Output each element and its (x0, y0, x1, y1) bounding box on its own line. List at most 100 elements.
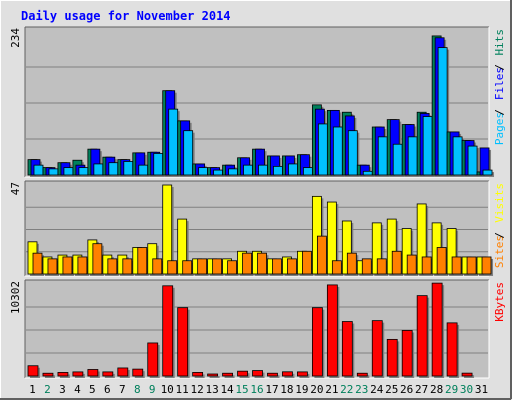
bar-kbytes-day-6 (102, 371, 114, 377)
y-max-label: 47 (9, 182, 22, 195)
bar-kbytes-day-4 (72, 371, 84, 377)
bar-kbytes-day-20 (311, 307, 323, 377)
bar-kbytes-day-14 (222, 372, 233, 377)
bar-sites-day-5 (92, 243, 103, 275)
bar-sites-day-2 (47, 258, 58, 275)
bar-kbytes-day-2-shadow (44, 375, 55, 378)
legend-sites: Sites (493, 235, 506, 268)
bar-sites-day-21 (331, 260, 342, 275)
bar-kbytes-day-2 (42, 372, 54, 377)
bar-kbytes-day-26 (401, 330, 413, 377)
x-tick-label: 25 (385, 383, 398, 396)
bar-kbytes-day-9 (147, 342, 159, 377)
x-tick-label: 24 (370, 383, 384, 396)
bar-pages-day-24 (377, 136, 388, 176)
bar-kbytes-day-30-shadow (464, 375, 475, 378)
x-tick-label: 4 (74, 383, 81, 396)
bar-kbytes-day-11 (177, 307, 189, 377)
panel-visits-sites: 47 Sites Visits / (9, 180, 506, 277)
bar-sites-day-23 (361, 258, 372, 275)
bar-pages-day-3 (63, 167, 74, 176)
bar-kbytes-day-7 (117, 367, 129, 377)
y-max-label: 10302 (9, 281, 22, 314)
bar-pages-day-20 (317, 123, 328, 176)
x-tick-label: 14 (220, 383, 234, 396)
x-tick-label: 3 (59, 383, 66, 396)
bar-kbytes-day-13 (207, 373, 219, 377)
bar-sites-day-31 (481, 256, 492, 275)
bar-visits-day-21 (326, 201, 337, 275)
legend-hits: Hits (493, 29, 506, 56)
x-tick-label: 1 (29, 383, 36, 396)
x-tick-label: 6 (104, 383, 111, 396)
x-tick-label: 27 (415, 383, 428, 396)
bar-pages-day-30 (467, 145, 478, 176)
bar-sites-day-9 (152, 258, 163, 275)
bar-sites-day-16 (257, 252, 267, 275)
bar-visits-day-29 (446, 228, 457, 275)
x-tick-label: 26 (400, 383, 413, 396)
bar-sites-day-3 (62, 256, 73, 275)
bar-pages-day-28 (437, 47, 448, 176)
bar-sites-day-27 (421, 256, 432, 275)
bar-visits-day-11 (177, 218, 188, 275)
x-axis: 1 2 3 4 5 6 7 8 9 10 11 12 13 14 15 16 17 18 19 20 21 22 23 24 2… (29, 383, 488, 396)
x-tick-label: 10 (161, 383, 174, 396)
legend-separator: / (493, 64, 506, 71)
x-tick-label: 31 (475, 383, 488, 396)
panel-kbytes: 10302 KBytes (9, 279, 506, 379)
bar-pages-day-13 (213, 169, 224, 176)
bar-pages-day-11 (183, 130, 194, 176)
legend-separator: / (493, 109, 506, 116)
legend-separator: / (493, 232, 506, 239)
x-tick-label: 15 (235, 383, 248, 396)
legend-hits-files-pages: Pages Files Hits / / (493, 29, 506, 145)
bar-pages-day-19 (303, 167, 313, 176)
bar-sites-day-1 (32, 252, 43, 275)
bar-sites-day-11 (182, 260, 193, 275)
bar-kbytes-day-27 (416, 295, 428, 377)
panel-hits-files-pages: 234 Pages Files Hits / / (9, 26, 506, 178)
x-tick-label: 2 (44, 383, 51, 396)
bar-pages-day-10 (168, 108, 179, 176)
bar-kbytes-day-17-shadow (269, 375, 280, 378)
x-tick-label: 12 (191, 383, 204, 396)
x-tick-label: 13 (205, 383, 218, 396)
bar-pages-day-21 (332, 126, 343, 176)
bar-sites-day-7 (122, 258, 133, 275)
bar-kbytes-day-30 (461, 372, 473, 377)
bar-kbytes-day-23-shadow (359, 375, 370, 378)
bar-sites-day-26 (406, 254, 417, 275)
bar-pages-day-6 (108, 162, 119, 176)
x-tick-label: 19 (295, 383, 308, 396)
x-tick-label: 30 (460, 383, 473, 396)
bar-pages-day-8 (138, 164, 149, 176)
x-tick-label: 23 (355, 383, 368, 396)
bar-pages-day-2 (48, 168, 59, 176)
bar-pages-day-15 (243, 164, 253, 176)
bar-pages-day-5 (93, 163, 104, 176)
x-tick-label: 8 (134, 383, 141, 396)
legend-visits-sites: Sites Visits / (493, 183, 506, 268)
bar-pages-day-23 (362, 170, 373, 176)
legend-files: Files (493, 67, 506, 100)
bar-sites-day-29 (451, 256, 462, 275)
bar-sites-day-4 (77, 256, 88, 275)
bar-visits-day-27 (416, 203, 427, 275)
bar-sites-day-20 (316, 235, 327, 275)
bar-sites-day-17 (272, 258, 282, 275)
y-max-label: 234 (9, 28, 22, 48)
bar-sites-day-18 (287, 258, 297, 275)
bar-sites-day-10 (167, 260, 178, 275)
bar-sites-day-6 (107, 258, 118, 275)
bar-visits-day-20 (311, 195, 322, 275)
bar-visits-day-26 (401, 228, 412, 275)
bar-sites-day-14 (227, 260, 237, 275)
x-tick-label: 5 (89, 383, 96, 396)
bar-sites-day-8 (137, 247, 148, 275)
bar-kbytes-day-13-shadow (209, 376, 220, 378)
bar-visits-day-25 (386, 218, 397, 275)
legend-pages: Pages (493, 112, 506, 145)
bar-pages-day-9 (153, 153, 164, 176)
